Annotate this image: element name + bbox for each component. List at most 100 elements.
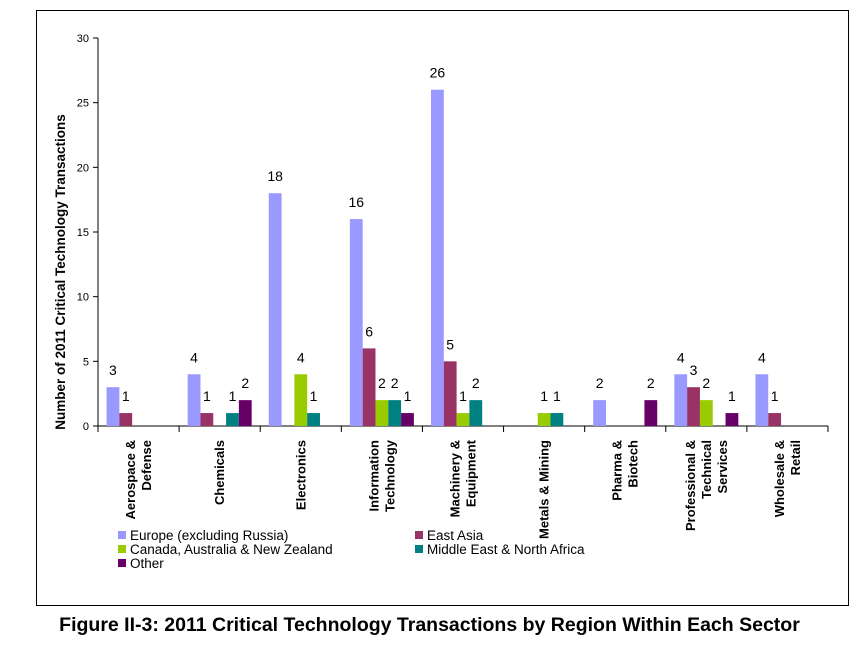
legend-swatch xyxy=(118,531,126,539)
bar xyxy=(431,89,444,426)
legend-label: Canada, Australia & New Zealand xyxy=(130,542,333,557)
data-label: 16 xyxy=(348,194,364,210)
x-tick-label-line: Electronics xyxy=(293,440,308,510)
y-axis-title: Number of 2011 Critical Technology Trans… xyxy=(53,114,68,430)
bar xyxy=(537,413,551,426)
legend-label: East Asia xyxy=(427,528,484,543)
bar xyxy=(307,413,320,426)
bar xyxy=(401,413,414,426)
x-tick-label-line: Information xyxy=(366,440,381,512)
x-tick-label-line: Technical xyxy=(699,440,714,499)
bar xyxy=(755,374,769,426)
x-tick-label-line: Services xyxy=(715,440,730,494)
bar xyxy=(550,413,564,426)
bar xyxy=(187,374,201,426)
y-tick-label: 30 xyxy=(77,33,89,45)
data-label: 18 xyxy=(267,168,283,184)
data-label: 2 xyxy=(647,375,655,391)
x-tick-label-line: Technology xyxy=(382,439,397,512)
figure-caption: Figure II-3: 2011 Critical Technology Tr… xyxy=(59,614,800,636)
data-label: 2 xyxy=(702,375,710,391)
bar xyxy=(200,413,214,426)
data-label: 3 xyxy=(690,362,698,378)
data-label: 26 xyxy=(430,65,446,81)
data-label: 2 xyxy=(241,375,249,391)
x-tick-label: Machinery &Equipment xyxy=(448,439,479,517)
bar xyxy=(388,400,402,426)
x-tick-label: Pharma &Biotech xyxy=(610,440,641,501)
data-label: 2 xyxy=(596,375,604,391)
bar xyxy=(725,413,739,426)
legend-swatch xyxy=(118,545,126,553)
data-label: 1 xyxy=(459,388,467,404)
x-tick-label-line: Aerospace & xyxy=(123,440,138,519)
y-tick-label: 25 xyxy=(77,98,89,110)
x-tick-label-line: Chemicals xyxy=(212,440,227,505)
x-tick-label-line: Pharma & xyxy=(610,440,625,501)
x-tick-label: Chemicals xyxy=(212,440,227,505)
bar xyxy=(226,413,239,426)
bar xyxy=(349,219,363,426)
data-label: 4 xyxy=(677,349,685,365)
bar xyxy=(674,374,688,426)
y-tick-label: 20 xyxy=(77,162,89,174)
bar xyxy=(644,400,658,426)
data-label: 1 xyxy=(540,388,548,404)
data-label: 1 xyxy=(122,388,130,404)
x-tick-label: Aerospace &Defense xyxy=(123,440,154,519)
x-tick-label-line: Professional & xyxy=(683,440,698,531)
data-label: 4 xyxy=(297,349,305,365)
bar xyxy=(119,413,133,426)
data-label: 4 xyxy=(758,349,766,365)
x-tick-label-line: Defense xyxy=(139,440,154,491)
y-tick-label: 5 xyxy=(83,356,89,368)
data-label: 6 xyxy=(365,323,373,339)
bar xyxy=(362,348,376,426)
bar xyxy=(687,387,700,426)
y-tick-label: 15 xyxy=(77,227,89,239)
x-tick-label: Professional &TechnicalServices xyxy=(683,440,730,531)
bar xyxy=(469,400,483,426)
x-tick-label: Wholesale &Retail xyxy=(772,440,803,517)
x-tick-label: Metals & Mining xyxy=(537,440,552,539)
x-tick-label-line: Equipment xyxy=(464,439,479,507)
data-label: 1 xyxy=(771,388,779,404)
data-label: 3 xyxy=(109,362,117,378)
legend-swatch xyxy=(415,545,423,553)
bar xyxy=(456,413,470,426)
data-label: 5 xyxy=(446,336,454,352)
data-label: 2 xyxy=(472,375,480,391)
x-tick-label-line: Metals & Mining xyxy=(537,440,552,539)
data-label: 1 xyxy=(310,388,318,404)
x-tick-label: Electronics xyxy=(293,440,308,510)
bar xyxy=(443,361,457,426)
data-label: 2 xyxy=(378,375,386,391)
legend-label: Europe (excluding Russia) xyxy=(130,528,288,543)
bar xyxy=(768,413,782,426)
x-tick-label-line: Biotech xyxy=(626,440,641,488)
y-tick-label: 10 xyxy=(77,292,89,304)
bar xyxy=(593,400,607,426)
bar xyxy=(238,400,252,426)
x-tick-label: InformationTechnology xyxy=(366,439,397,512)
x-tick-label-line: Machinery & xyxy=(448,440,463,517)
y-tick-label: 0 xyxy=(83,421,89,433)
bar xyxy=(699,400,713,426)
data-label: 1 xyxy=(553,388,561,404)
bar xyxy=(268,193,282,426)
data-label: 2 xyxy=(391,375,399,391)
bar xyxy=(106,387,120,426)
x-tick-label-line: Retail xyxy=(788,440,803,475)
data-label: 1 xyxy=(728,388,736,404)
data-label: 1 xyxy=(229,388,237,404)
legend-label: Middle East & North Africa xyxy=(427,542,585,557)
legend-swatch xyxy=(118,559,126,567)
legend-label: Other xyxy=(130,556,164,571)
chart-frame xyxy=(36,10,849,606)
data-label: 1 xyxy=(203,388,211,404)
bar xyxy=(375,400,389,426)
data-label: 1 xyxy=(404,388,412,404)
bar xyxy=(294,374,308,426)
data-label: 4 xyxy=(190,349,198,365)
